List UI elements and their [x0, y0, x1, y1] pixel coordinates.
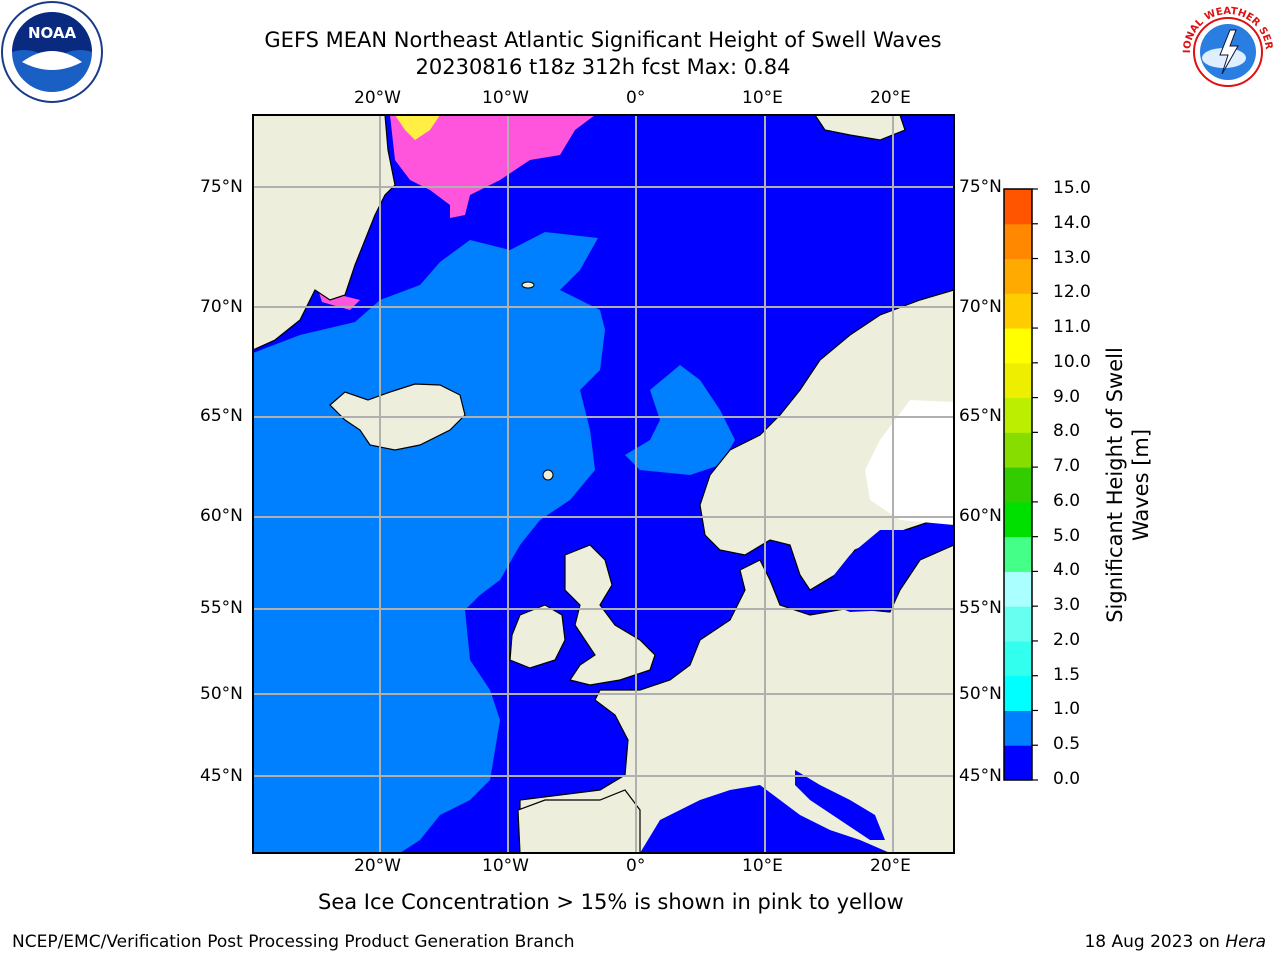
- land-svalbard: [814, 115, 906, 141]
- footer-credit: NCEP/EMC/Verification Post Processing Pr…: [12, 932, 575, 952]
- lon-label-bottom: 20°E: [870, 856, 911, 876]
- colorbar-tick-label: 0.5: [1053, 734, 1081, 755]
- lat-label-right: 55°N: [959, 598, 1002, 618]
- colorbar-tick-label: 1.0: [1053, 699, 1081, 720]
- colorbar-title-line2: Waves [m]: [1129, 428, 1153, 542]
- colorbar-swatch: [1004, 362, 1032, 399]
- colorbar-tick-label: 14.0: [1053, 212, 1091, 233]
- colorbar: [1003, 188, 1038, 781]
- footer-date: 18 Aug 2023 on Hera: [1084, 932, 1266, 952]
- sea-baltic: [820, 530, 905, 612]
- colorbar-tick-label: 3.0: [1053, 595, 1081, 616]
- colorbar-swatch: [1004, 328, 1032, 364]
- colorbar-swatch: [1004, 467, 1032, 503]
- colorbar-tick-label: 6.0: [1053, 490, 1081, 511]
- lon-label-top: 10°E: [742, 88, 783, 108]
- land-great-britain: [564, 544, 656, 686]
- lat-label-left: 55°N: [200, 598, 243, 618]
- lat-label-left: 45°N: [200, 766, 243, 786]
- lon-label-bottom: 0°: [626, 856, 646, 876]
- gulf-bothnia-white: [865, 400, 954, 525]
- map-frame: [252, 114, 955, 854]
- land-greenland: [253, 115, 396, 351]
- lon-label-bottom: 20°W: [354, 856, 401, 876]
- lon-label-bottom: 10°E: [742, 856, 783, 876]
- noaa-logo-text: NOAA: [28, 24, 77, 42]
- land-faroe: [542, 469, 554, 481]
- colorbar-swatch: [1004, 258, 1032, 294]
- colorbar-swatch: [1004, 397, 1032, 433]
- colorbar-tick-label: 13.0: [1053, 247, 1091, 268]
- colorbar-tick-label: 1.5: [1053, 664, 1081, 685]
- sea-ice: [390, 115, 595, 218]
- colorbar-swatch: [1004, 571, 1032, 607]
- lon-label-top: 10°W: [482, 88, 529, 108]
- lat-label-right: 70°N: [959, 297, 1002, 317]
- sea-adriatic: [795, 770, 885, 840]
- map-caption: Sea Ice Concentration > 15% is shown in …: [318, 890, 904, 914]
- lon-label-top: 20°E: [870, 88, 911, 108]
- colorbar-tick-label: 8.0: [1053, 421, 1081, 442]
- colorbar-tick-label: 5.0: [1053, 525, 1081, 546]
- map-area: [253, 115, 954, 853]
- colorbar-tick-label: 4.0: [1053, 560, 1081, 581]
- colorbar-swatch: [1004, 536, 1032, 572]
- colorbar-tick-label: 10.0: [1053, 351, 1091, 372]
- land-iberia: [517, 789, 641, 853]
- ocean-mid-swell-east: [625, 365, 735, 475]
- land-europe: [519, 289, 954, 853]
- colorbar-swatch: [1004, 710, 1032, 746]
- lat-label-left: 70°N: [200, 297, 243, 317]
- colorbar-tick-label: 11.0: [1053, 317, 1091, 338]
- colorbar-swatch: [1004, 745, 1032, 781]
- nws-logo: NATIONAL WEATHER SERVICE: [1176, 0, 1278, 102]
- lat-label-right: 50°N: [959, 684, 1002, 704]
- lon-label-top: 20°W: [354, 88, 401, 108]
- footer-date-text: 18 Aug 2023 on: [1084, 932, 1226, 952]
- footer-host: Hera: [1225, 932, 1266, 952]
- colorbar-tick-label: 7.0: [1053, 456, 1081, 477]
- colorbar-tick-label: 2.0: [1053, 629, 1081, 650]
- lat-label-right: 65°N: [959, 406, 1002, 426]
- colorbar-tick-label: 15.0: [1053, 178, 1091, 198]
- colorbar-title: Significant Height of Swell Waves [m]: [1102, 347, 1154, 623]
- colorbar-title-line1: Significant Height of Swell: [1103, 347, 1127, 623]
- colorbar-swatch: [1004, 675, 1032, 711]
- sea-ice-yellow: [395, 115, 440, 140]
- lat-label-left: 50°N: [200, 684, 243, 704]
- lon-label-bottom: 10°W: [482, 856, 529, 876]
- ocean-mid-swell: [253, 232, 605, 853]
- colorbar-swatch: [1004, 293, 1032, 329]
- noaa-logo: NOAA: [1, 1, 103, 103]
- colorbar-swatch: [1004, 432, 1032, 468]
- colorbar-tick-label: 12.0: [1053, 282, 1091, 303]
- graticule: [253, 115, 954, 853]
- chart-subtitle: 20230816 t18z 312h fcst Max: 0.84: [415, 55, 791, 79]
- lat-label-left: 65°N: [200, 406, 243, 426]
- lat-label-right: 75°N: [959, 177, 1002, 197]
- colorbar-tick-label: 0.0: [1053, 769, 1081, 789]
- chart-title: GEFS MEAN Northeast Atlantic Significant…: [264, 28, 942, 52]
- lat-label-left: 60°N: [200, 506, 243, 526]
- colorbar-swatch: [1004, 640, 1032, 677]
- colorbar-swatch: [1004, 223, 1032, 260]
- land-jan-mayen: [521, 281, 535, 289]
- colorbar-tick-label: 9.0: [1053, 386, 1081, 407]
- lat-label-left: 75°N: [200, 177, 243, 197]
- colorbar-swatch: [1004, 501, 1032, 538]
- lat-label-right: 45°N: [959, 766, 1002, 786]
- lat-label-right: 60°N: [959, 506, 1002, 526]
- colorbar-swatch: [1004, 189, 1032, 225]
- lon-label-top: 0°: [626, 88, 646, 108]
- colorbar-swatch: [1004, 606, 1032, 642]
- colorbar-frame: [1003, 188, 1033, 781]
